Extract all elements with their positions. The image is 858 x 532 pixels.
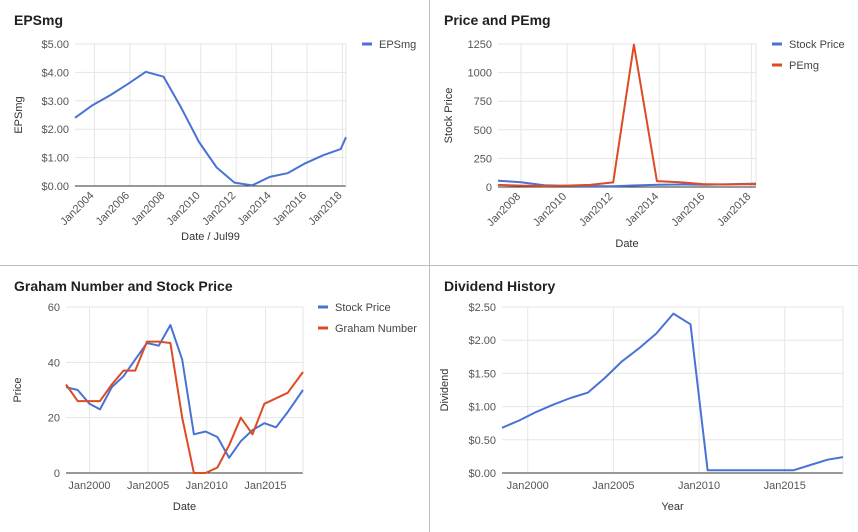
x-tick-label: Jan2016 [271,190,309,228]
x-tick-label: Jan2010 [186,480,228,492]
series-line [497,43,757,188]
y-tick-label: 1000 [468,68,492,80]
x-tick-label: Jan2014 [235,190,273,228]
x-tick-label: Jan2010 [531,191,569,229]
legend-label: Stock Price [335,302,391,314]
y-axis-label: Dividend [439,369,451,412]
x-axis-label: Date [615,238,638,250]
x-tick-label: Jan2014 [623,191,661,229]
x-tick-label: Jan2015 [764,480,806,492]
y-tick-label: $1.00 [468,402,496,414]
legend-label: PEmg [789,60,819,72]
series-line [65,340,304,474]
chart-title: Price and PEmg [444,12,551,28]
x-axis-label: Date / Jul99 [181,231,240,243]
eps-chart: $0.00$1.00$2.00$3.00$4.00$5.00Jan2004Jan… [13,39,416,243]
x-tick-label: Jan2000 [507,480,549,492]
series-line [501,312,844,472]
x-tick-label: Jan2012 [200,190,238,228]
x-tick-label: Jan2016 [669,191,707,229]
x-axis-label: Date [173,501,196,513]
series-line [74,70,347,187]
y-tick-label: $2.50 [468,302,496,314]
x-tick-label: Jan2004 [58,190,96,228]
y-tick-label: $0.00 [41,181,69,193]
x-tick-label: Jan2010 [165,190,203,228]
legend-label: EPSmg [379,39,416,51]
y-axis-label: EPSmg [13,96,25,133]
x-tick-label: Jan2018 [306,190,344,228]
y-tick-label: $5.00 [41,39,69,51]
x-tick-label: Jan2015 [244,480,286,492]
y-axis-label: Stock Price [443,88,455,144]
graham-chart: 0 20 40 60 Jan2000 Jan2005 Jan2010 Jan2015 Date P… [12,302,417,513]
y-tick-label: $0.00 [468,468,496,480]
series-line [65,324,304,459]
panel-divider-horizontal [0,265,858,266]
x-tick-label: Jan2008 [485,191,523,229]
y-tick-label: 60 [48,302,60,314]
y-tick-label: $0.50 [468,435,496,447]
x-tick-label: Jan2006 [94,190,132,228]
x-axis-label: Year [661,501,684,513]
y-tick-label: 750 [474,96,492,108]
y-tick-label: $1.00 [41,153,69,165]
y-axis-label: Price [12,377,24,402]
dividend-chart: $0.00 $0.50 $1.00 $1.50 $2.00 $2.50 Jan2000 Jan… [439,302,844,513]
x-tick-label: Jan2000 [68,480,110,492]
legend-label: Graham Number [335,323,417,335]
y-tick-label: 500 [474,125,492,137]
x-tick-label: Jan2010 [678,480,720,492]
y-tick-label: $2.00 [468,335,496,347]
y-tick-label: 0 [54,468,60,480]
x-tick-label: Jan2005 [592,480,634,492]
y-tick-label: $2.00 [41,124,69,136]
y-tick-label: $4.00 [41,67,69,79]
y-tick-label: 20 [48,413,60,425]
panel-divider-vertical [429,0,430,532]
y-tick-label: 1250 [468,39,492,51]
x-tick-label: Jan2005 [127,480,169,492]
chart-title: Graham Number and Stock Price [14,278,233,294]
y-tick-label: 40 [48,357,60,369]
y-tick-label: $1.50 [468,368,496,380]
chart-title: Dividend History [444,278,556,294]
x-tick-label: Jan2012 [577,191,615,229]
x-tick-label: Jan2018 [715,191,753,229]
y-tick-label: $3.00 [41,96,69,108]
x-tick-label: Jan2008 [129,190,167,228]
graham-chart-panel: Graham Number and Stock Price 0 20 40 60 Jan… [0,266,429,531]
legend-label: Stock Price [789,39,845,51]
chart-title: EPSmg [14,12,64,28]
dividend-chart-panel: Dividend History $0.00 $0.50 $1.00 $1.50 $2.… [430,266,858,531]
eps-chart-panel: EPSmg $0.00 $1.00 $2.00 $3.00 $4.00 $5.00 Jan2… [0,0,429,265]
price-pe-chart-panel: Price and PEmg 0 250 500 750 1000 1250 Jan2008… [430,0,858,265]
y-tick-label: 250 [474,153,492,165]
y-tick-label: 0 [486,182,492,194]
